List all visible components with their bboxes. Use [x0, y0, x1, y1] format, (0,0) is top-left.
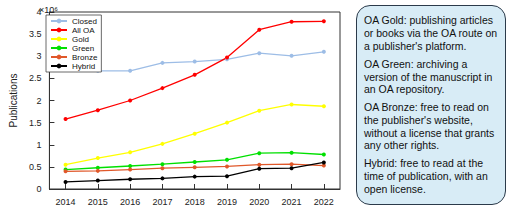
- svg-text:2022: 2022: [314, 197, 334, 207]
- svg-text:3.5: 3.5: [29, 29, 42, 39]
- svg-text:Publications: Publications: [8, 74, 19, 128]
- svg-text:1.5: 1.5: [29, 118, 42, 128]
- svg-text:2018: 2018: [185, 197, 205, 207]
- svg-text:2.5: 2.5: [29, 73, 42, 83]
- svg-text:3: 3: [36, 51, 41, 61]
- svg-text:2019: 2019: [217, 197, 237, 207]
- svg-text:2014: 2014: [56, 197, 76, 207]
- html-text:OA Gold: publishing articles o: OA Gold: publishing articles or books vi…: [364, 14, 498, 52]
- html-text:OA Green: archiving a version: OA Green: archiving a version of the man…: [364, 57, 493, 96]
- html-text:OA Bronze: free to read on the: OA Bronze: free to read on the publisher…: [364, 101, 495, 152]
- svg-text:×10⁶: ×10⁶: [39, 5, 58, 15]
- svg-text:2: 2: [36, 96, 41, 106]
- svg-text:Bronze: Bronze: [72, 53, 98, 62]
- html-text:Hybrid: free to read at the ti: Hybrid: free to read at the time of publ…: [364, 157, 488, 195]
- svg-text:All OA: All OA: [72, 26, 95, 35]
- svg-text:2016: 2016: [120, 197, 140, 207]
- svg-text:Gold: Gold: [72, 35, 89, 44]
- svg-text:0.5: 0.5: [29, 162, 42, 172]
- svg-text:1: 1: [36, 140, 41, 150]
- svg-text:2017: 2017: [152, 197, 172, 207]
- svg-text:Closed: Closed: [72, 17, 97, 26]
- svg-text:2021: 2021: [282, 197, 302, 207]
- svg-text:Hybrid: Hybrid: [72, 62, 95, 71]
- svg-text:0: 0: [36, 184, 41, 194]
- svg-text:2015: 2015: [88, 197, 108, 207]
- svg-text:2020: 2020: [249, 197, 269, 207]
- svg-text:Green: Green: [72, 44, 94, 53]
